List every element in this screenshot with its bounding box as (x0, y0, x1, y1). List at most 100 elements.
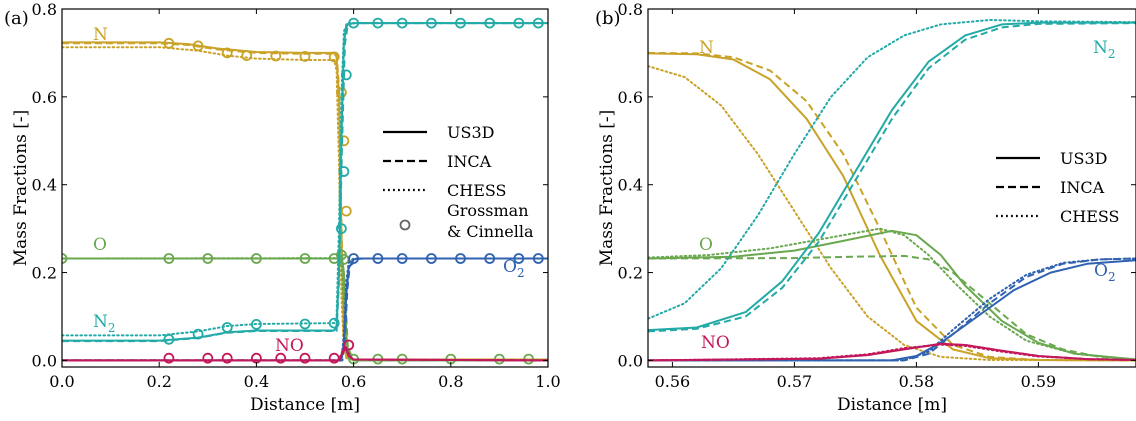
series-o2-dashed (648, 257, 1136, 362)
legend-label-solid: US3D (1060, 149, 1107, 168)
series-o2-dashed (62, 257, 548, 362)
series-n2-dashed (648, 22, 1136, 333)
legend-label-line1: Grossman (447, 201, 529, 220)
marker-n2-14 (484, 17, 496, 29)
marker-no-4 (275, 352, 287, 364)
marker-n2-12 (425, 17, 437, 29)
x-tick-label: 0.57 (777, 372, 813, 391)
species-label-n2: N2 (93, 312, 116, 335)
plot-frame (647, 8, 1136, 368)
series-o-dashed (648, 254, 1136, 361)
marker-n2-7 (338, 166, 350, 177)
legend-label-dotted: CHESS (447, 181, 507, 200)
y-tick-label: 0.8 (618, 0, 643, 19)
marker-n2-0 (163, 333, 175, 345)
marker-n2-5 (328, 317, 340, 329)
marker-n2-9 (348, 17, 360, 29)
marker-n2-15 (513, 17, 525, 29)
marker-n2-2 (221, 322, 233, 333)
marker-n2-8 (340, 69, 352, 81)
marker-o2-4 (455, 253, 466, 264)
marker-n-2 (221, 47, 233, 59)
marker-no-1 (202, 352, 214, 364)
panel-a-ylabel: Mass Fractions [-] (11, 110, 31, 267)
panel-b-ylabel: Mass Fractions [-] (597, 110, 617, 267)
legend: US3D INCA CHESS (996, 149, 1120, 226)
species-label-n2: N2 (1093, 38, 1116, 61)
legend-label-line2: & Cinnella (447, 222, 534, 241)
marker-o-1 (163, 253, 175, 264)
series-o2-solid (648, 259, 1136, 362)
marker-o2-6 (513, 253, 525, 264)
legend-label-dashed: INCA (1060, 178, 1105, 197)
marker-n-4 (270, 50, 282, 62)
y-tick-label: 0.6 (32, 88, 57, 107)
series-no-solid (648, 342, 1136, 362)
marker-n2-6 (335, 223, 347, 235)
species-label-no: NO (701, 333, 730, 353)
panel-b-label: (b) (595, 8, 621, 29)
panel-b: (b) Distance [m] Mass Fractions [-] 0.56… (595, 0, 1136, 415)
series-n2-solid (62, 22, 548, 342)
marker-n-0 (163, 37, 175, 49)
marker-o2-1 (372, 253, 384, 264)
species-label-n: N (699, 38, 714, 58)
marker-no-7 (343, 339, 355, 351)
x-tick-label: 0.2 (146, 372, 171, 391)
marker-o2-7 (532, 253, 544, 264)
y-tick-label: 0.0 (618, 351, 643, 370)
x-tick-label: 0.6 (341, 372, 366, 391)
plot-area (62, 17, 548, 365)
marker-o2-2 (396, 253, 408, 264)
species-label-o: O (699, 235, 713, 255)
marker-n2-4 (299, 318, 311, 330)
legend-marker-circle (399, 219, 411, 231)
marker-o-4 (299, 253, 311, 264)
series-o-dotted (62, 257, 548, 362)
species-label-o: O (93, 235, 107, 255)
plot-frame (61, 8, 549, 368)
legend-label-dotted: CHESS (1060, 207, 1120, 226)
marker-n-9 (340, 205, 352, 217)
x-tick-label: 1.0 (535, 372, 560, 391)
series-n2-solid (648, 21, 1136, 332)
marker-n2-13 (455, 17, 466, 29)
x-tick-label: 0.8 (438, 372, 463, 391)
marker-n2-10 (372, 17, 384, 29)
marker-o-13 (523, 353, 534, 365)
series-n-dotted (648, 65, 1136, 362)
marker-n-8 (338, 135, 350, 147)
marker-n2-1 (192, 328, 204, 340)
y-tick-label: 0.4 (618, 176, 643, 195)
panel-a-label: (a) (4, 8, 29, 29)
series-o2-dotted (62, 257, 548, 362)
marker-n-5 (299, 51, 311, 62)
y-tick-label: 0.6 (618, 88, 643, 107)
y-tick-label: 0.4 (32, 176, 57, 195)
series-o-dotted (648, 227, 1136, 361)
marker-o-12 (493, 353, 505, 365)
marker-no-0 (163, 352, 175, 364)
marker-o2-3 (425, 253, 437, 264)
marker-n-6 (328, 51, 340, 63)
y-tick-label: 0.0 (32, 351, 57, 370)
marker-o-2 (202, 253, 214, 264)
series-n2-dotted (648, 19, 1136, 320)
marker-n-3 (241, 50, 253, 61)
panel-b-xlabel: Distance [m] (837, 395, 947, 415)
series-o2-dotted (648, 257, 1136, 362)
marker-no-6 (328, 352, 340, 364)
marker-n2-11 (396, 17, 408, 29)
x-tick-label: 0.56 (655, 372, 691, 391)
series-n-solid (648, 52, 1136, 362)
species-label-o2: O2 (503, 257, 525, 280)
x-tick-label: 0.58 (899, 372, 935, 391)
series-o-solid (648, 229, 1136, 361)
marker-no-2 (221, 352, 233, 364)
marker-o2-0 (348, 253, 360, 264)
panel-a: (a) Distance [m] Mass Fractions [-] 0.0 0… (4, 0, 561, 415)
y-tick-label: 0.8 (32, 0, 57, 19)
series-o2-solid (62, 257, 548, 362)
